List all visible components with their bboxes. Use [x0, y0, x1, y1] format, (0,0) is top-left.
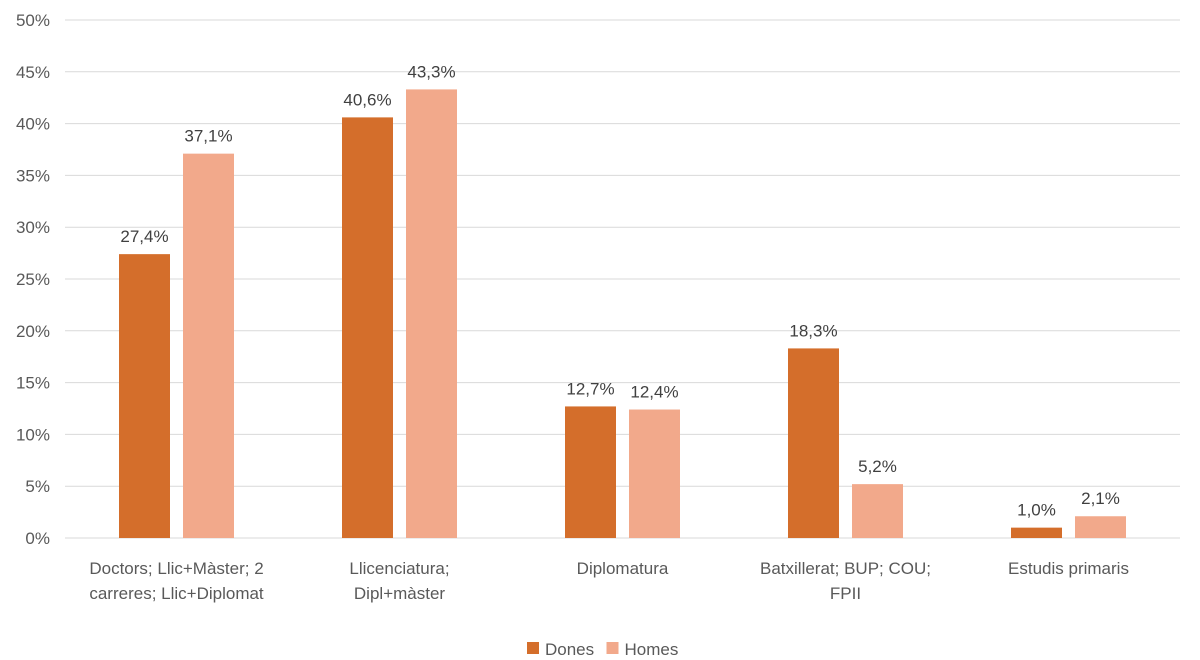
legend-label-dones: Dones [545, 640, 594, 659]
x-axis-category-labels: Doctors; Llic+Màster; 2 carreres; Llic+Di… [89, 559, 1129, 603]
x-category-label: Estudis primaris [1008, 559, 1129, 578]
x-category-label: Doctors; Llic+Màster; 2 carreres; Llic+Di… [89, 559, 264, 603]
data-label-dones-2: 12,7% [566, 379, 614, 398]
y-tick-label: 35% [16, 166, 50, 185]
legend-label-homes: Homes [625, 640, 679, 659]
x-category-label-line: Estudis primaris [1008, 559, 1129, 578]
y-tick-label: 30% [16, 218, 50, 237]
data-label-homes-3: 5,2% [858, 457, 897, 476]
x-category-label-line: Doctors; Llic+Màster; 2 [89, 559, 263, 578]
bar-homes-0 [183, 153, 234, 539]
y-tick-label: 45% [16, 63, 50, 82]
y-tick-label: 20% [16, 322, 50, 341]
data-label-homes-4: 2,1% [1081, 489, 1120, 508]
y-tick-label: 25% [16, 270, 50, 289]
bar-homes-3 [852, 484, 903, 538]
bar-dones-4 [1011, 527, 1062, 538]
y-tick-label: 5% [25, 477, 50, 496]
x-category-label-line: Llicenciatura; [349, 559, 449, 578]
bar-dones-0 [119, 254, 170, 539]
x-category-label-line: Batxillerat; BUP; COU; [760, 559, 931, 578]
bar-homes-1 [406, 89, 457, 539]
y-tick-label: 40% [16, 115, 50, 134]
x-category-label: Diplomatura [577, 559, 669, 578]
data-labels: 27,4% 37,1% 40,6% 43,3% 12,7% 12,4% 18,3% 5,2% 1… [120, 62, 1119, 519]
data-label-dones-1: 40,6% [343, 90, 391, 109]
x-category-label-line: Diplomatura [577, 559, 669, 578]
x-category-label-line: carreres; Llic+Diplomat [89, 584, 264, 603]
data-label-homes-0: 37,1% [184, 127, 232, 146]
y-tick-label: 50% [16, 11, 50, 30]
bar-homes-2 [629, 409, 680, 538]
legend-swatch-dones [527, 642, 539, 654]
bar-dones-2 [565, 406, 616, 538]
y-tick-label: 0% [25, 529, 50, 548]
y-tick-label: 15% [16, 374, 50, 393]
y-axis-tick-labels: 0% 5% 10% 15% 20% 25% 30% 35% 40% 45% 50% [16, 11, 50, 548]
x-category-label-line: Dipl+màster [354, 584, 446, 603]
y-tick-label: 10% [16, 425, 50, 444]
data-label-dones-3: 18,3% [789, 321, 837, 340]
bar-dones-3 [788, 348, 839, 538]
bar-dones-1 [342, 117, 393, 538]
bar-homes-4 [1075, 516, 1126, 538]
legend-swatch-homes [606, 642, 619, 654]
x-category-label: Batxillerat; BUP; COU; FPII [760, 559, 931, 603]
data-label-homes-1: 43,3% [407, 62, 455, 81]
data-label-dones-4: 1,0% [1017, 501, 1056, 520]
bars [119, 89, 1126, 539]
gridlines [65, 19, 1180, 539]
x-category-label-line: FPII [830, 584, 861, 603]
data-label-homes-2: 12,4% [630, 383, 678, 402]
legend: Dones Homes [527, 640, 678, 659]
data-label-dones-0: 27,4% [120, 227, 168, 246]
x-category-label: Llicenciatura; Dipl+màster [349, 559, 449, 603]
